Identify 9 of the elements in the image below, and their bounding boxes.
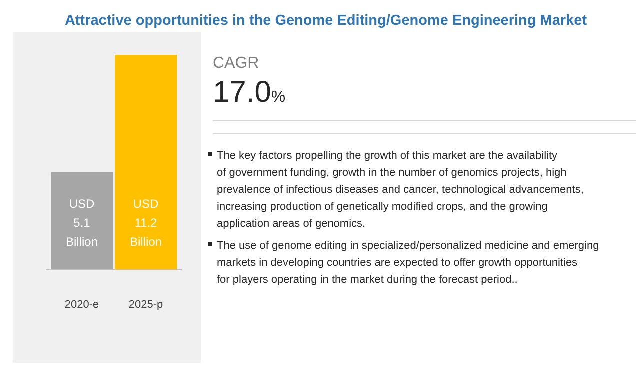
data-label: USD 11.2 Billion: [130, 197, 162, 249]
x-tick-label: 2025-p: [128, 299, 164, 311]
text: CAGR: [213, 55, 260, 72]
text: The use of genome editing in specialized/personalized medicine and emerging markets in developing countries are expected to offer growth opportunities for players operating in the market during the forecast period..: [217, 240, 600, 286]
x-tick-label: 2020-e: [64, 299, 100, 311]
text: Attractive opportunities in the Genome Editing/Genome Engineering Market: [64, 13, 588, 29]
data-label: USD 5.1 Billion: [66, 197, 98, 249]
text: The key factors propelling the growth of this market are the availability of government funding, growth in the number of genomics projects, high prevalence of infectious diseases and cancer, technological advancements, increasing production of genetically modified crops, and the growing application areas of genomics.: [217, 150, 584, 230]
text: 17.0%: [213, 76, 286, 109]
